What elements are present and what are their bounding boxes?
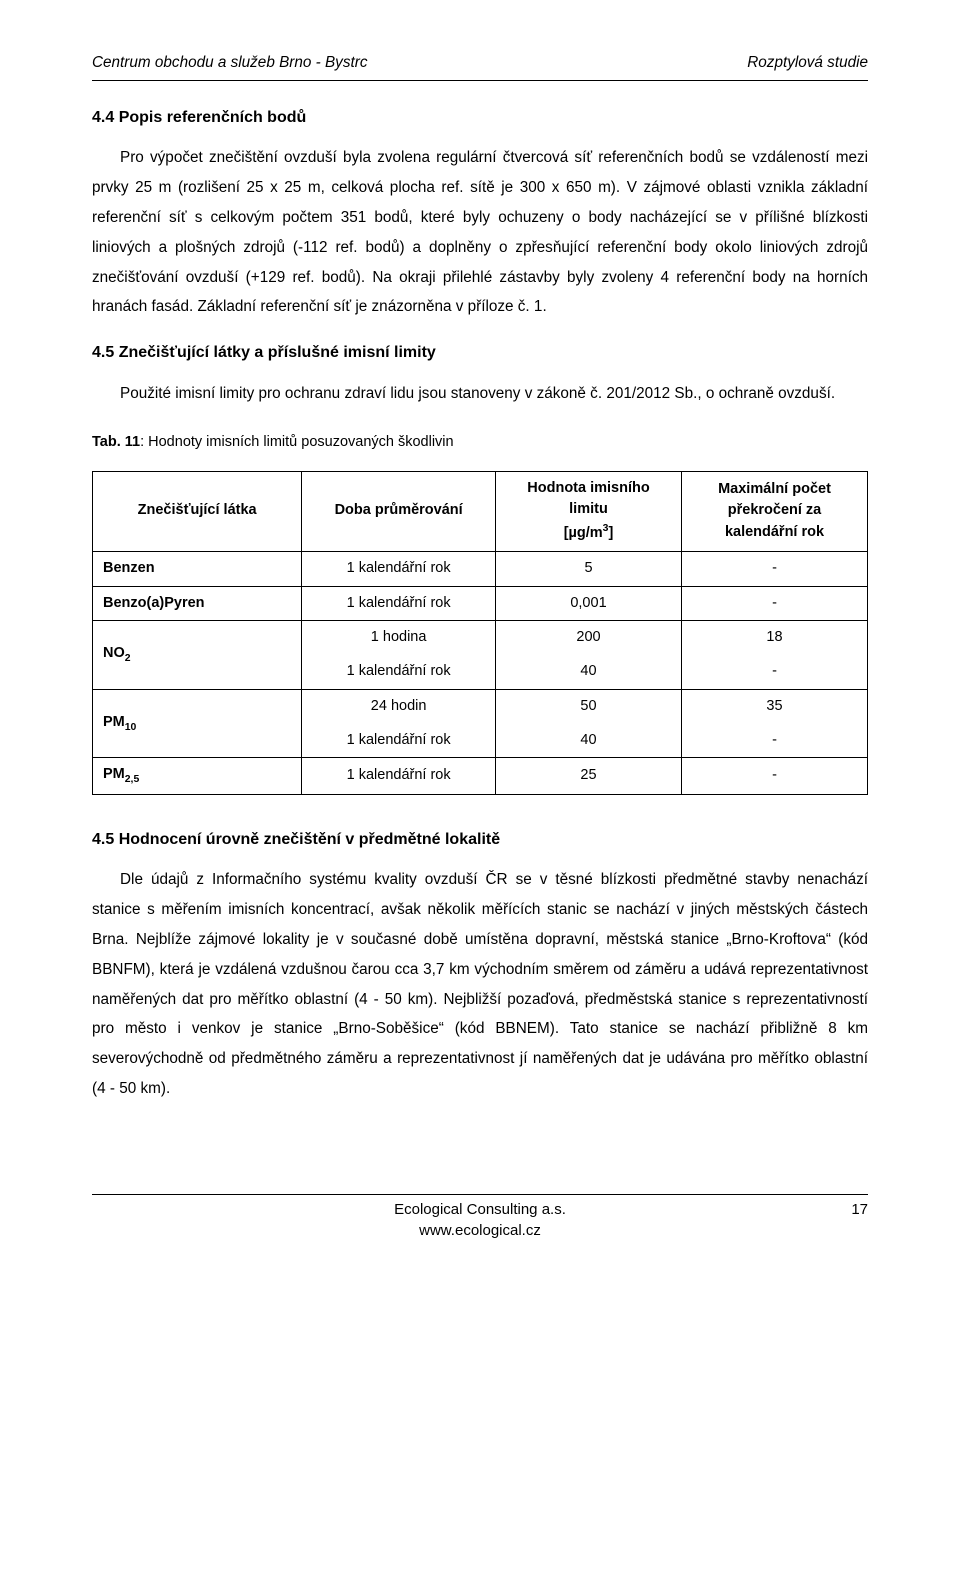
section-4-5b-paragraph: Dle údajů z Informačního systému kvality… (92, 865, 868, 1104)
cell-period: 1 kalendářní rok (302, 758, 496, 795)
cell-max: - (682, 724, 868, 758)
cell-pollutant: NO2 (93, 621, 302, 690)
cell-period: 24 hodin (302, 689, 496, 723)
table-row: Benzen1 kalendářní rok5- (93, 551, 868, 586)
cell-value: 5 (496, 551, 682, 586)
cell-period: 1 kalendářní rok (302, 586, 496, 621)
footer-center: Ecological Consulting a.s. www.ecologica… (132, 1199, 828, 1241)
cell-value: 50 (496, 689, 682, 723)
cell-value: 200 (496, 621, 682, 655)
col-pollutant: Znečišťující látka (93, 471, 302, 551)
cell-pollutant: PM10 (93, 689, 302, 758)
cell-pollutant: Benzo(a)Pyren (93, 586, 302, 621)
cell-max: - (682, 586, 868, 621)
cell-max: 35 (682, 689, 868, 723)
section-4-5a-title: 4.5 Znečišťující látky a příslušné imisn… (92, 342, 868, 364)
table-caption-bold: Tab. 11 (92, 434, 140, 450)
table-row: Benzo(a)Pyren1 kalendářní rok0,001- (93, 586, 868, 621)
table-row: PM2,51 kalendářní rok25- (93, 758, 868, 795)
section-4-5a-paragraph: Použité imisní limity pro ochranu zdraví… (92, 379, 868, 409)
col-limit: Hodnota imisního limitu [µg/m3] (496, 471, 682, 551)
cell-value: 25 (496, 758, 682, 795)
section-4-4-paragraph: Pro výpočet znečištění ovzduší byla zvol… (92, 143, 868, 322)
cell-pollutant: PM2,5 (93, 758, 302, 795)
cell-period: 1 kalendářní rok (302, 724, 496, 758)
cell-value: 0,001 (496, 586, 682, 621)
table-row: PM1024 hodin5035 (93, 689, 868, 723)
footer-page-number: 17 (828, 1199, 868, 1241)
table-header-row: Znečišťující látka Doba průměrování Hodn… (93, 471, 868, 551)
footer-company: Ecological Consulting a.s. (394, 1201, 566, 1218)
cell-max: - (682, 655, 868, 689)
page-header: Centrum obchodu a služeb Brno - Bystrc R… (92, 48, 868, 81)
cell-value: 40 (496, 655, 682, 689)
cell-period: 1 kalendářní rok (302, 655, 496, 689)
cell-period: 1 kalendářní rok (302, 551, 496, 586)
cell-max: - (682, 758, 868, 795)
cell-max: - (682, 551, 868, 586)
table-row: NO21 hodina20018 (93, 621, 868, 655)
header-left: Centrum obchodu a služeb Brno - Bystrc (92, 48, 367, 78)
cell-pollutant: Benzen (93, 551, 302, 586)
page-footer: Ecological Consulting a.s. www.ecologica… (92, 1194, 868, 1241)
emission-limits-table: Znečišťující látka Doba průměrování Hodn… (92, 471, 868, 795)
section-4-5b-title: 4.5 Hodnocení úrovně znečištění v předmě… (92, 829, 868, 851)
footer-url: www.ecological.cz (419, 1222, 541, 1239)
header-right: Rozptylová studie (747, 48, 868, 78)
cell-value: 40 (496, 724, 682, 758)
section-4-4-title: 4.4 Popis referenčních bodů (92, 107, 868, 129)
table-caption-rest: : Hodnoty imisních limitů posuzovaných š… (140, 434, 454, 450)
col-period: Doba průměrování (302, 471, 496, 551)
table-caption: Tab. 11: Hodnoty imisních limitů posuzov… (92, 428, 868, 456)
col-max: Maximální počet překročení za kalendářní… (682, 471, 868, 551)
cell-period: 1 hodina (302, 621, 496, 655)
cell-max: 18 (682, 621, 868, 655)
